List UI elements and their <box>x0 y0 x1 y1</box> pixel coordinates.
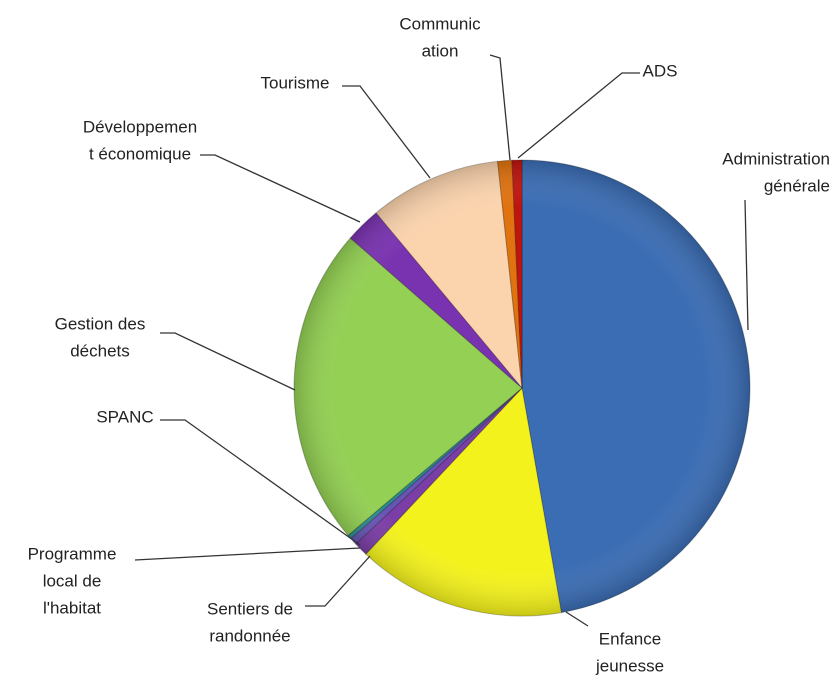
slice-label: Sentiers de <box>207 599 293 618</box>
slice-label: l'habitat <box>43 598 101 617</box>
leader-line <box>305 555 371 607</box>
slice-label: générale <box>764 176 830 195</box>
leader-line <box>565 611 589 627</box>
slice-label: ation <box>422 41 459 60</box>
leader-line <box>134 547 361 561</box>
slice-label: ADS <box>643 61 678 80</box>
leader-line <box>160 419 361 546</box>
slice-label: Tourisme <box>261 73 330 92</box>
slice-label: Administration <box>722 149 830 168</box>
leader-line <box>489 54 511 161</box>
slice-label: jeunesse <box>595 656 664 675</box>
pie-slice <box>521 159 751 614</box>
leader-line <box>517 72 640 159</box>
leader-line <box>160 332 296 391</box>
slice-label: déchets <box>70 341 130 360</box>
leader-line <box>744 199 749 331</box>
slice-label: t économique <box>89 144 191 163</box>
leader-line <box>342 85 431 179</box>
slice-label: SPANC <box>96 407 153 426</box>
slice-label: local de <box>43 571 102 590</box>
slice-label: Développemen <box>83 117 197 136</box>
slice-label: Communic <box>399 14 481 33</box>
slice-label: Programme <box>28 544 117 563</box>
slice-label: Enfance <box>599 629 661 648</box>
slice-label: Gestion des <box>55 314 146 333</box>
leader-line <box>200 154 361 223</box>
slice-label: randonnée <box>209 626 290 645</box>
